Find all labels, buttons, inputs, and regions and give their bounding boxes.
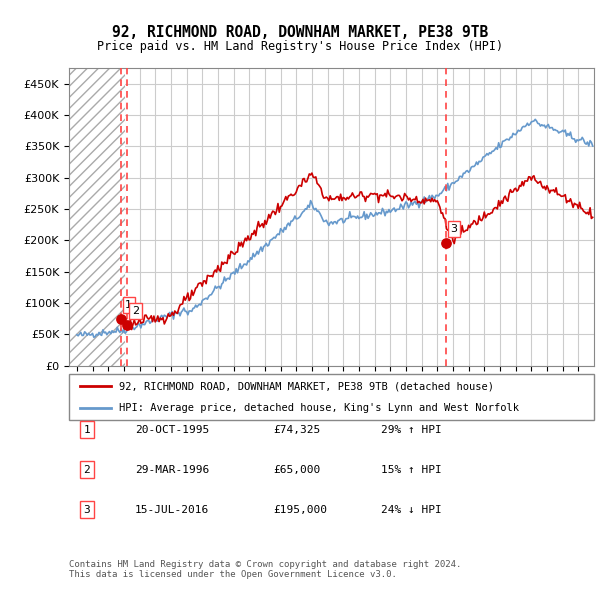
Text: 1: 1	[125, 300, 132, 310]
Text: 1: 1	[83, 425, 91, 434]
Point	[122, 320, 132, 330]
Text: 92, RICHMOND ROAD, DOWNHAM MARKET, PE38 9TB: 92, RICHMOND ROAD, DOWNHAM MARKET, PE38 …	[112, 25, 488, 40]
Point	[441, 239, 451, 248]
Text: Contains HM Land Registry data © Crown copyright and database right 2024.
This d: Contains HM Land Registry data © Crown c…	[69, 560, 461, 579]
Text: 3: 3	[451, 224, 457, 234]
FancyBboxPatch shape	[69, 374, 594, 420]
Text: HPI: Average price, detached house, King's Lynn and West Norfolk: HPI: Average price, detached house, King…	[119, 402, 519, 412]
Text: 29-MAR-1996: 29-MAR-1996	[135, 465, 209, 474]
Point	[116, 314, 125, 324]
Text: 24% ↓ HPI: 24% ↓ HPI	[381, 505, 442, 514]
Text: 92, RICHMOND ROAD, DOWNHAM MARKET, PE38 9TB (detached house): 92, RICHMOND ROAD, DOWNHAM MARKET, PE38 …	[119, 382, 494, 392]
Text: 2: 2	[83, 465, 91, 474]
Text: 15% ↑ HPI: 15% ↑ HPI	[381, 465, 442, 474]
Text: 15-JUL-2016: 15-JUL-2016	[135, 505, 209, 514]
Text: 29% ↑ HPI: 29% ↑ HPI	[381, 425, 442, 434]
Text: 20-OCT-1995: 20-OCT-1995	[135, 425, 209, 434]
Text: £195,000: £195,000	[273, 505, 327, 514]
Text: 3: 3	[83, 505, 91, 514]
Text: Price paid vs. HM Land Registry's House Price Index (HPI): Price paid vs. HM Land Registry's House …	[97, 40, 503, 53]
Text: 2: 2	[132, 306, 139, 316]
Bar	[69, 68, 125, 366]
Text: £65,000: £65,000	[273, 465, 320, 474]
Text: £74,325: £74,325	[273, 425, 320, 434]
